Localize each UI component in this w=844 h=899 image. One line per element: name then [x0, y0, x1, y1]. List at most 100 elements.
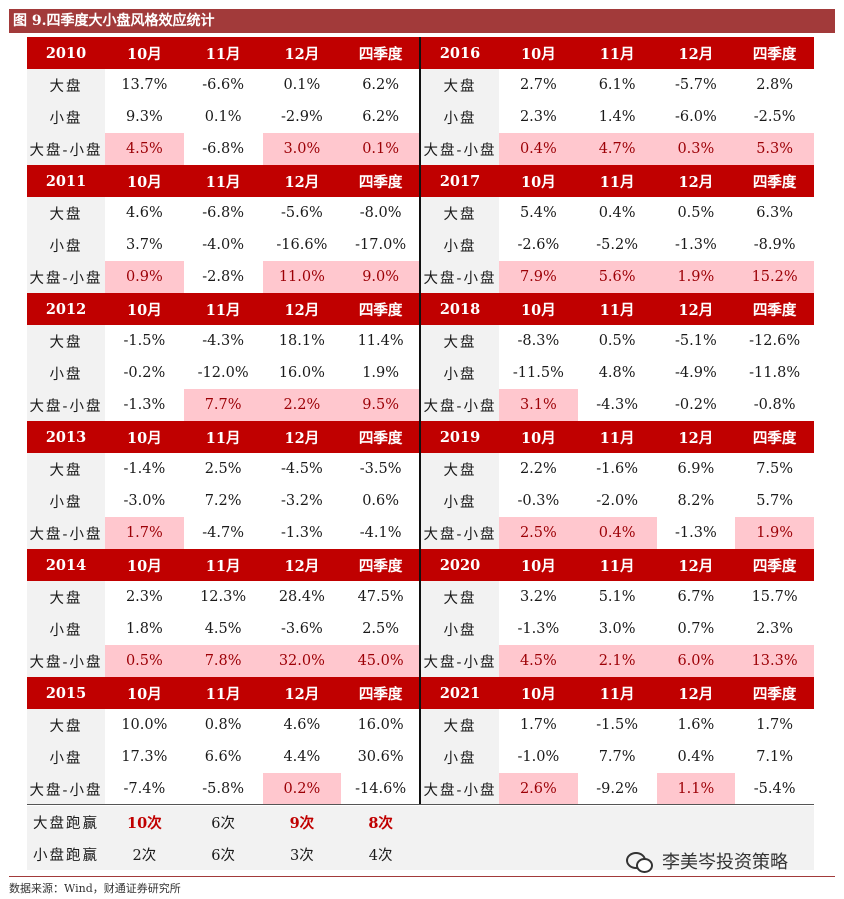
value-cell: -1.3% [517, 621, 560, 637]
year-label: 2020 [421, 549, 499, 581]
value-cell: -6.8% [202, 141, 244, 157]
column-header: 11月 [183, 549, 263, 581]
value-cell: 13.3% [735, 645, 814, 677]
value-cell: 7.8% [183, 645, 263, 677]
value-cell: 1.7% [105, 517, 184, 549]
value-cell: 11.4% [357, 333, 404, 349]
block-header-row: 2013 10月 11月 12月 四季度 [27, 421, 420, 453]
value-cell: -4.0% [202, 237, 244, 253]
column-header: 10月 [499, 37, 578, 69]
table-row: 小盘 -1.0% 7.7% 0.4% 7.1% [421, 741, 814, 773]
value-cell: 4.5% [499, 645, 578, 677]
year-block-2016: 2016 10月 11月 12月 四季度 大盘 2.7% 6.1% -5.7% 2.8% 小盘 2.3… [421, 37, 814, 165]
footer-rule [9, 876, 835, 877]
table-row: 小盘 -11.5% 4.8% -4.9% -11.8% [421, 357, 814, 389]
value-cell: 1.1% [656, 773, 736, 805]
row-label: 小盘 [27, 229, 105, 261]
table-row: 大盘-小盘 -7.4% -5.8% 0.2% -14.6% [27, 773, 420, 805]
value-cell: -1.4% [123, 461, 166, 477]
column-header: 四季度 [341, 677, 420, 709]
summary-label-small: 小盘跑赢 [33, 847, 99, 864]
value-cell: 28.4% [278, 589, 325, 605]
year-label: 2018 [421, 293, 499, 325]
value-cell: -4.1% [359, 525, 402, 541]
column-header: 12月 [262, 549, 342, 581]
row-label: 小盘 [421, 357, 499, 389]
value-cell: 9.3% [125, 109, 163, 125]
table-row: 大盘-小盘 1.7% -4.7% -1.3% -4.1% [27, 517, 420, 549]
value-cell: 0.4% [598, 205, 636, 221]
table-row: 小盘 9.3% 0.1% -2.9% 6.2% [27, 101, 420, 133]
value-cell: -5.1% [675, 333, 717, 349]
value-cell: 2.3% [519, 109, 557, 125]
column-header: 12月 [262, 677, 342, 709]
table-row: 大盘 -8.3% 0.5% -5.1% -12.6% [421, 325, 814, 357]
value-cell: -8.3% [517, 333, 560, 349]
block-header-row: 2010 10月 11月 12月 四季度 [27, 37, 420, 69]
column-header: 四季度 [341, 37, 420, 69]
column-header: 12月 [656, 677, 736, 709]
value-cell: 7.7% [598, 749, 636, 765]
table-row: 大盘 1.7% -1.5% 1.6% 1.7% [421, 709, 814, 741]
summary-row-big: 大盘跑赢 10次 6次 9次 8次 [27, 806, 420, 838]
row-label: 小盘 [27, 357, 105, 389]
table-row: 大盘-小盘 2.6% -9.2% 1.1% -5.4% [421, 773, 814, 805]
year-label: 2021 [421, 677, 499, 709]
value-cell: 9.0% [341, 261, 420, 293]
table-row: 大盘-小盘 7.9% 5.6% 1.9% 15.2% [421, 261, 814, 293]
row-label: 大盘 [27, 197, 105, 229]
value-cell: 1.7% [756, 717, 794, 733]
year-block-2012: 2012 10月 11月 12月 四季度 大盘 -1.5% -4.3% 18.1% 11.4% 小盘… [27, 293, 420, 421]
value-cell: 0.4% [577, 517, 657, 549]
year-label: 2010 [27, 37, 105, 69]
value-cell: -0.2% [123, 365, 166, 381]
value-cell: 0.4% [677, 749, 715, 765]
value-cell: 3.0% [262, 133, 342, 165]
column-header: 四季度 [735, 421, 814, 453]
summary-label-big: 大盘跑赢 [33, 815, 99, 832]
table-row: 大盘 10.0% 0.8% 4.6% 16.0% [27, 709, 420, 741]
column-header: 四季度 [735, 549, 814, 581]
value-cell: -0.2% [675, 397, 717, 413]
table-row: 小盘 -1.3% 3.0% 0.7% 2.3% [421, 613, 814, 645]
value-cell: 0.9% [105, 261, 184, 293]
value-cell: -1.3% [675, 525, 717, 541]
column-header: 12月 [656, 293, 736, 325]
row-label: 大盘-小盘 [27, 261, 105, 293]
value-cell: -4.9% [675, 365, 717, 381]
year-label: 2015 [27, 677, 105, 709]
column-header: 11月 [577, 677, 657, 709]
value-cell: -17.0% [355, 237, 407, 253]
value-cell: 2.5% [499, 517, 578, 549]
summary-cell: 6次 [211, 815, 235, 832]
value-cell: -4.5% [281, 461, 323, 477]
value-cell: 18.1% [278, 333, 325, 349]
table-row: 大盘-小盘 0.4% 4.7% 0.3% 5.3% [421, 133, 814, 165]
table-row: 大盘 4.6% -6.8% -5.6% -8.0% [27, 197, 420, 229]
value-cell: -4.3% [202, 333, 244, 349]
value-cell: 4.4% [283, 749, 321, 765]
column-header: 11月 [577, 37, 657, 69]
value-cell: -16.6% [276, 237, 328, 253]
year-label: 2016 [421, 37, 499, 69]
column-header: 12月 [262, 165, 342, 197]
value-cell: 2.8% [756, 77, 794, 93]
value-cell: 15.2% [735, 261, 814, 293]
column-header: 11月 [183, 421, 263, 453]
value-cell: 11.0% [262, 261, 342, 293]
column-header: 10月 [499, 677, 578, 709]
column-header: 10月 [499, 549, 578, 581]
table-row: 大盘-小盘 2.5% 0.4% -1.3% 1.9% [421, 517, 814, 549]
column-header: 四季度 [341, 165, 420, 197]
value-cell: 6.7% [677, 589, 715, 605]
column-header: 12月 [262, 293, 342, 325]
value-cell: 1.7% [519, 717, 557, 733]
value-cell: -0.8% [753, 397, 796, 413]
table-row: 小盘 -0.3% -2.0% 8.2% 5.7% [421, 485, 814, 517]
year-block-2021: 2021 10月 11月 12月 四季度 大盘 1.7% -1.5% 1.6% 1.7% 小盘 -1.… [421, 677, 814, 805]
table-row: 大盘 2.2% -1.6% 6.9% 7.5% [421, 453, 814, 485]
row-label: 大盘-小盘 [27, 773, 105, 805]
value-cell: -7.4% [123, 781, 166, 797]
value-cell: -4.7% [202, 525, 244, 541]
column-header: 11月 [577, 293, 657, 325]
